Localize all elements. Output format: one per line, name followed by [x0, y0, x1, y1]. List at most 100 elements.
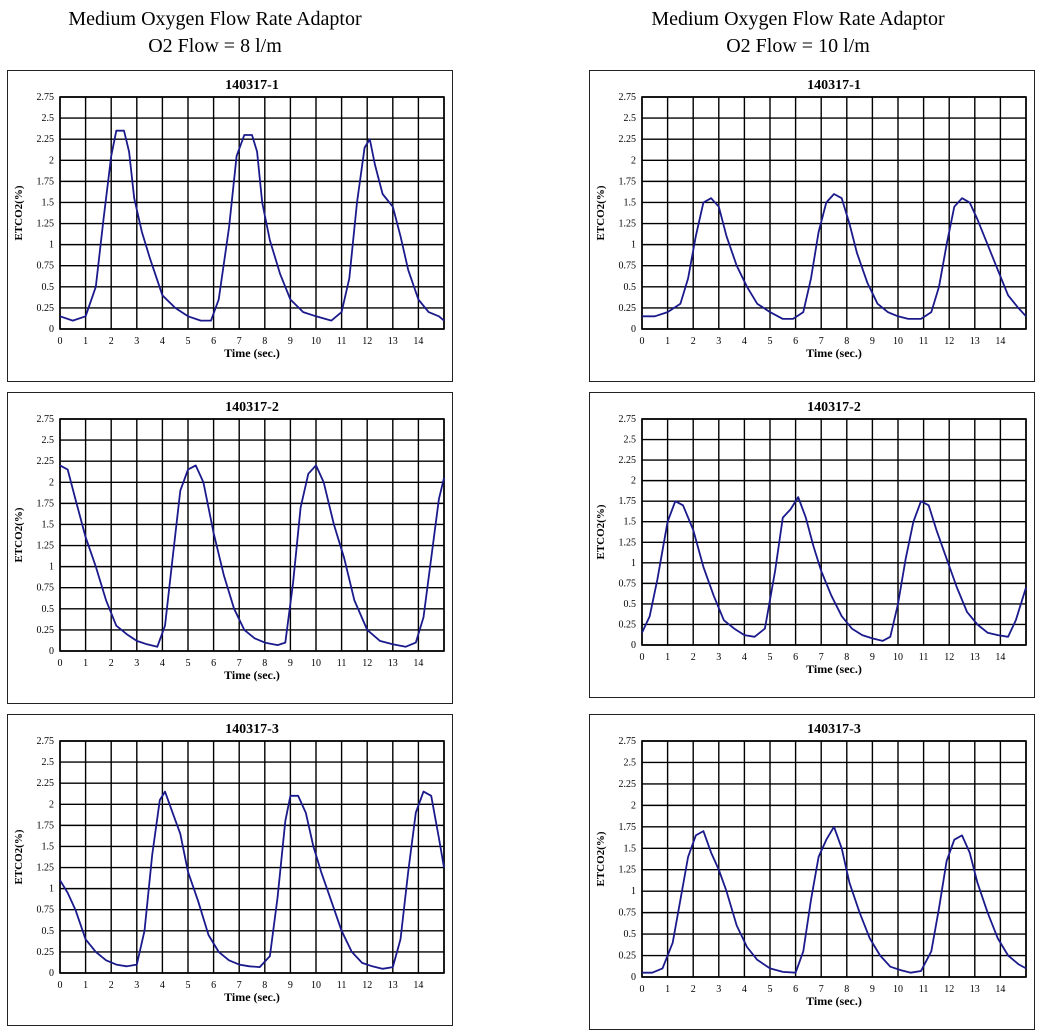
x-tick-label: 8	[262, 658, 267, 669]
x-axis-label: Time (sec.)	[806, 994, 862, 1008]
y-tick-label: 2.75	[37, 414, 55, 425]
etco2-series-line	[641, 496, 1027, 642]
x-tick-label: 13	[970, 984, 980, 995]
x-tick-label: 7	[819, 984, 824, 995]
etco2-series-line	[59, 464, 445, 648]
y-tick-label: 1.25	[619, 219, 637, 230]
y-tick-label: 0	[631, 640, 636, 651]
x-tick-label: 1	[665, 984, 670, 995]
y-tick-label: 1.5	[624, 517, 637, 528]
x-tick-label: 9	[870, 652, 875, 663]
x-tick-label: 7	[237, 980, 242, 991]
y-tick-label: 1.5	[624, 843, 637, 854]
y-tick-label: 0.5	[624, 282, 637, 293]
x-tick-label: 13	[388, 336, 398, 347]
x-tick-label: 8	[262, 980, 267, 991]
x-tick-label: 7	[819, 652, 824, 663]
chart-panel-left-2: 140317-2 0 0.25 0.5 0.75 1 1.25 1.5 1.75 2 2.25 2.5…	[7, 392, 453, 704]
x-tick-label: 2	[109, 658, 114, 669]
chart-title: 140317-2	[807, 400, 861, 415]
x-tick-label: 6	[211, 336, 216, 347]
x-axis-label: Time (sec.)	[806, 346, 862, 360]
x-tick-label: 0	[640, 652, 645, 663]
y-tick-label: 0.25	[619, 303, 637, 314]
x-tick-label: 6	[211, 658, 216, 669]
x-tick-label: 11	[337, 658, 347, 669]
y-tick-label: 2.25	[619, 455, 637, 466]
x-tick-label: 10	[893, 652, 903, 663]
x-tick-label: 13	[388, 658, 398, 669]
y-tick-label: 1.5	[42, 841, 55, 852]
y-tick-label: 0.5	[624, 929, 637, 940]
x-tick-label: 4	[742, 336, 747, 347]
y-tick-label: 1.25	[619, 537, 637, 548]
x-axis-label: Time (sec.)	[224, 346, 280, 360]
y-tick-label: 1.75	[619, 822, 637, 833]
y-tick-label: 1	[49, 562, 54, 573]
chart-panel-left-3: 140317-3 0 0.25 0.5 0.75 1 1.25 1.5 1.75 2 2.25 2.5…	[7, 714, 453, 1026]
x-tick-label: 3	[716, 652, 721, 663]
x-tick-label: 8	[844, 984, 849, 995]
x-tick-label: 3	[716, 984, 721, 995]
y-tick-label: 1	[631, 886, 636, 897]
y-tick-label: 2	[631, 476, 636, 487]
x-tick-label: 4	[160, 980, 165, 991]
y-tick-label: 2.25	[37, 778, 55, 789]
y-tick-label: 0.75	[619, 261, 637, 272]
y-tick-label: 2.5	[42, 435, 55, 446]
chart-svg: 140317-2 0 0.25 0.5 0.75 1 1.25 1.5 1.75 2 2.25 2.5…	[13, 400, 445, 682]
y-tick-label: 0	[631, 324, 636, 335]
y-tick-label: 0.75	[37, 905, 55, 916]
x-tick-label: 12	[944, 336, 954, 347]
x-tick-label: 10	[311, 658, 321, 669]
x-tick-label: 3	[134, 658, 139, 669]
y-axis-label: ETCO2(%)	[13, 507, 25, 562]
x-tick-label: 7	[237, 658, 242, 669]
chart-title: 140317-3	[807, 722, 861, 737]
y-tick-label: 0	[49, 646, 54, 657]
y-axis-label: ETCO2(%)	[13, 185, 25, 240]
chart-svg: 140317-3 0 0.25 0.5 0.75 1 1.25 1.5 1.75 2 2.25 2.5…	[595, 722, 1027, 1008]
y-tick-label: 1	[631, 240, 636, 251]
plot-area	[59, 96, 445, 330]
y-axis-label: ETCO2(%)	[595, 504, 607, 559]
y-tick-label: 0.5	[42, 604, 55, 615]
chart-title: 140317-2	[225, 400, 279, 415]
x-tick-label: 6	[793, 984, 798, 995]
y-tick-label: 0.25	[619, 619, 637, 630]
chart-title: 140317-1	[225, 78, 279, 93]
x-tick-label: 6	[211, 980, 216, 991]
x-axis-label: Time (sec.)	[224, 990, 280, 1004]
etco2-series-line	[642, 825, 1027, 974]
x-tick-label: 5	[768, 984, 773, 995]
y-tick-label: 1.75	[37, 176, 55, 187]
y-tick-label: 0	[49, 324, 54, 335]
y-tick-label: 2	[49, 155, 54, 166]
x-tick-label: 14	[995, 652, 1005, 663]
x-tick-label: 7	[237, 336, 242, 347]
chart-panel-right-3: 140317-3 0 0.25 0.5 0.75 1 1.25 1.5 1.75 2 2.25 2.5…	[589, 714, 1035, 1030]
x-tick-label: 13	[388, 980, 398, 991]
y-tick-label: 0.5	[42, 926, 55, 937]
x-tick-label: 3	[134, 336, 139, 347]
x-tick-label: 14	[995, 984, 1005, 995]
etco2-series-line	[642, 193, 1027, 320]
x-tick-label: 4	[160, 336, 165, 347]
x-tick-label: 0	[58, 980, 63, 991]
x-tick-label: 4	[160, 658, 165, 669]
x-tick-label: 11	[919, 336, 929, 347]
y-tick-label: 1.5	[42, 519, 55, 530]
y-tick-label: 1.75	[37, 820, 55, 831]
x-axis-label: Time (sec.)	[224, 668, 280, 682]
x-tick-label: 14	[413, 980, 423, 991]
x-tick-label: 14	[413, 658, 423, 669]
x-tick-label: 0	[58, 658, 63, 669]
y-tick-label: 1.75	[37, 498, 55, 509]
x-tick-label: 14	[995, 336, 1005, 347]
x-tick-label: 9	[870, 336, 875, 347]
right-column-title-line2: O2 Flow = 10 l/m	[726, 35, 870, 57]
left-column-title: Medium Oxygen Flow Rate Adaptor O2 Flow …	[0, 6, 435, 60]
left-column-title-line2: O2 Flow = 8 l/m	[148, 35, 282, 57]
x-tick-label: 2	[109, 336, 114, 347]
y-tick-label: 0	[631, 972, 636, 983]
